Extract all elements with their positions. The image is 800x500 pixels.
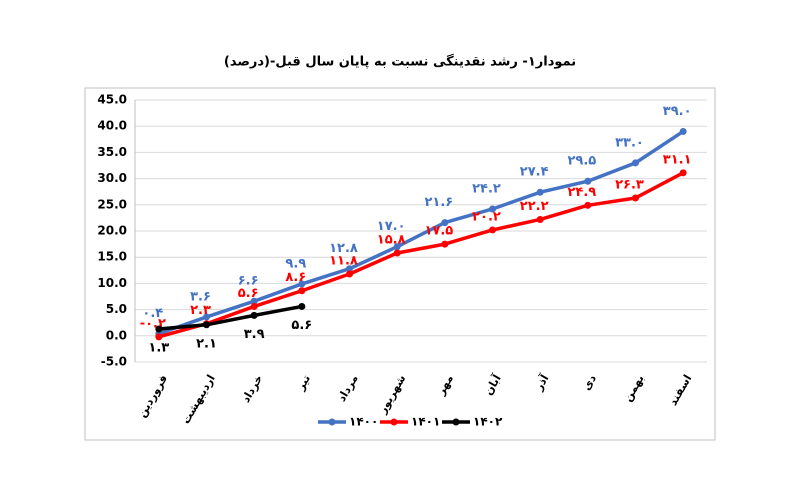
data-point	[536, 188, 544, 196]
data-label: ۲۶.۳	[615, 177, 644, 192]
y-tick-label: 10.0	[97, 276, 127, 290]
legend-marker	[452, 418, 460, 426]
data-label: ۲۴.۹	[567, 185, 596, 200]
data-label: ۲۴.۲	[472, 181, 501, 196]
legend-label: ۱۴۰۱	[411, 415, 440, 429]
data-label: ۳۹.۰	[663, 104, 692, 119]
chart-frame	[84, 87, 716, 441]
data-label: ۵.۶	[238, 286, 259, 301]
data-point	[536, 215, 544, 223]
chart-title: نمودار۱- رشد نقدینگی نسبت به پایان سال ق…	[224, 54, 576, 70]
data-point	[250, 311, 258, 319]
legend-label: ۱۴۰۲	[473, 415, 503, 429]
data-label: ۳۳.۰	[615, 135, 644, 150]
data-point	[346, 265, 353, 273]
data-point	[441, 219, 449, 227]
data-label: ۸.۶	[285, 270, 306, 285]
data-point	[489, 226, 496, 234]
data-label: ۲.۳	[190, 303, 211, 318]
data-label: ۳.۶	[190, 289, 211, 304]
data-point	[155, 333, 163, 341]
data-label: ۶.۶	[238, 274, 259, 289]
data-label: ۲.۱	[196, 336, 217, 351]
data-point	[441, 240, 449, 248]
y-tick-label: 5.0	[106, 302, 127, 316]
data-point	[679, 169, 687, 177]
data-point	[489, 205, 496, 213]
y-tick-label: 30.0	[97, 171, 127, 185]
y-tick-label: 15.0	[97, 250, 127, 264]
data-point	[679, 127, 687, 135]
y-tick-label: 25.0	[97, 197, 127, 211]
data-label: ۱.۳	[148, 340, 169, 355]
data-point	[203, 313, 210, 321]
data-label: ۱۵.۸	[377, 233, 406, 248]
data-point	[298, 287, 306, 295]
y-tick-label: 20.0	[97, 224, 127, 238]
data-point	[250, 297, 258, 305]
data-label: ۳۱.۱	[663, 152, 692, 167]
y-tick-label: 45.0	[97, 93, 127, 107]
legend-marker	[390, 418, 398, 426]
data-point	[155, 325, 163, 333]
data-label: ۲۷.۴	[520, 165, 549, 180]
data-point	[584, 177, 592, 185]
data-point	[298, 280, 306, 288]
data-point	[250, 302, 258, 310]
data-point	[584, 201, 592, 209]
data-label: ۵.۶	[291, 318, 312, 333]
data-point	[203, 321, 210, 329]
y-tick-label: -5.0	[101, 355, 127, 369]
data-label: ۲۹.۵	[567, 154, 596, 169]
data-point	[393, 249, 401, 257]
y-tick-label: 35.0	[97, 145, 127, 159]
data-label: ۰.۴	[142, 306, 163, 321]
data-point	[393, 243, 401, 251]
series-line	[158, 129, 685, 336]
data-label: ۱۷.۵	[424, 224, 453, 239]
y-tick-label: 40.0	[97, 119, 127, 133]
data-label: ۱۷.۰	[377, 219, 406, 234]
legend-marker	[328, 418, 336, 426]
series-line	[158, 304, 303, 331]
data-label: ۲۱.۶	[424, 195, 453, 210]
data-label: ۲۰.۲	[472, 209, 501, 224]
data-point	[632, 159, 639, 167]
data-point	[298, 302, 306, 310]
data-label: ۲۲.۲	[520, 199, 549, 214]
legend-label: ۱۴۰۰	[349, 415, 378, 429]
data-label: ۱۲.۸	[329, 241, 358, 256]
data-label: ۱۱.۸	[329, 253, 358, 268]
data-point	[632, 194, 639, 202]
data-label: ۹.۹	[285, 256, 306, 271]
y-tick-label: 0.0	[106, 328, 127, 342]
data-label: ۳.۹	[244, 327, 265, 342]
series-line	[158, 171, 684, 339]
data-point	[346, 270, 353, 278]
